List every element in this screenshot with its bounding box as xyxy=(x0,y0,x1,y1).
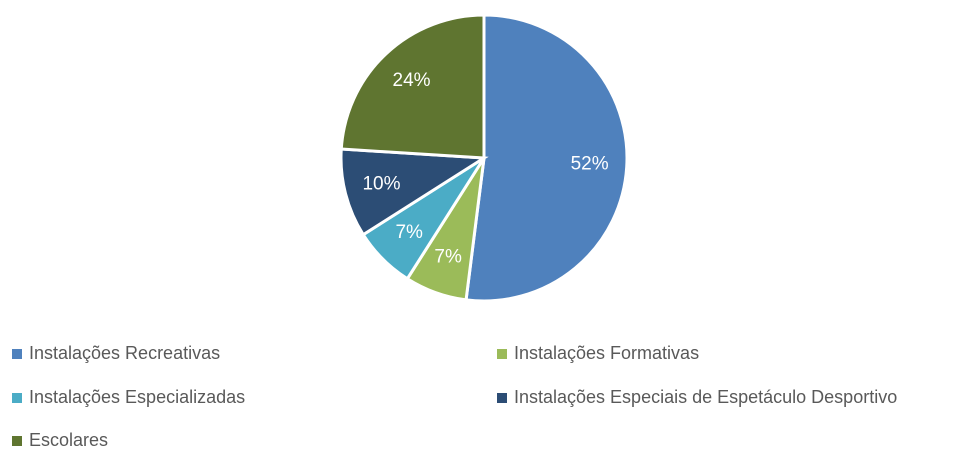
legend-label: Instalações Recreativas xyxy=(29,343,220,363)
legend-label: Instalações Formativas xyxy=(514,343,699,363)
data-label: 7% xyxy=(395,222,423,243)
legend-swatch xyxy=(12,349,22,359)
pie-slice xyxy=(339,147,489,237)
data-label: 52% xyxy=(571,154,609,175)
legend-swatch xyxy=(12,436,22,446)
pie-slice xyxy=(339,13,486,160)
data-label: 10% xyxy=(362,173,400,194)
legend-swatch xyxy=(497,393,507,403)
pie-slice xyxy=(464,13,629,303)
data-label: 24% xyxy=(393,70,431,91)
legend-label: Escolares xyxy=(29,430,108,450)
legend-swatch xyxy=(12,393,22,403)
legend-swatch xyxy=(497,349,507,359)
legend-label: Instalações Especiais de Espetáculo Desp… xyxy=(514,387,897,407)
legend-label: Instalações Especializadas xyxy=(29,387,245,407)
data-label: 7% xyxy=(434,247,462,268)
